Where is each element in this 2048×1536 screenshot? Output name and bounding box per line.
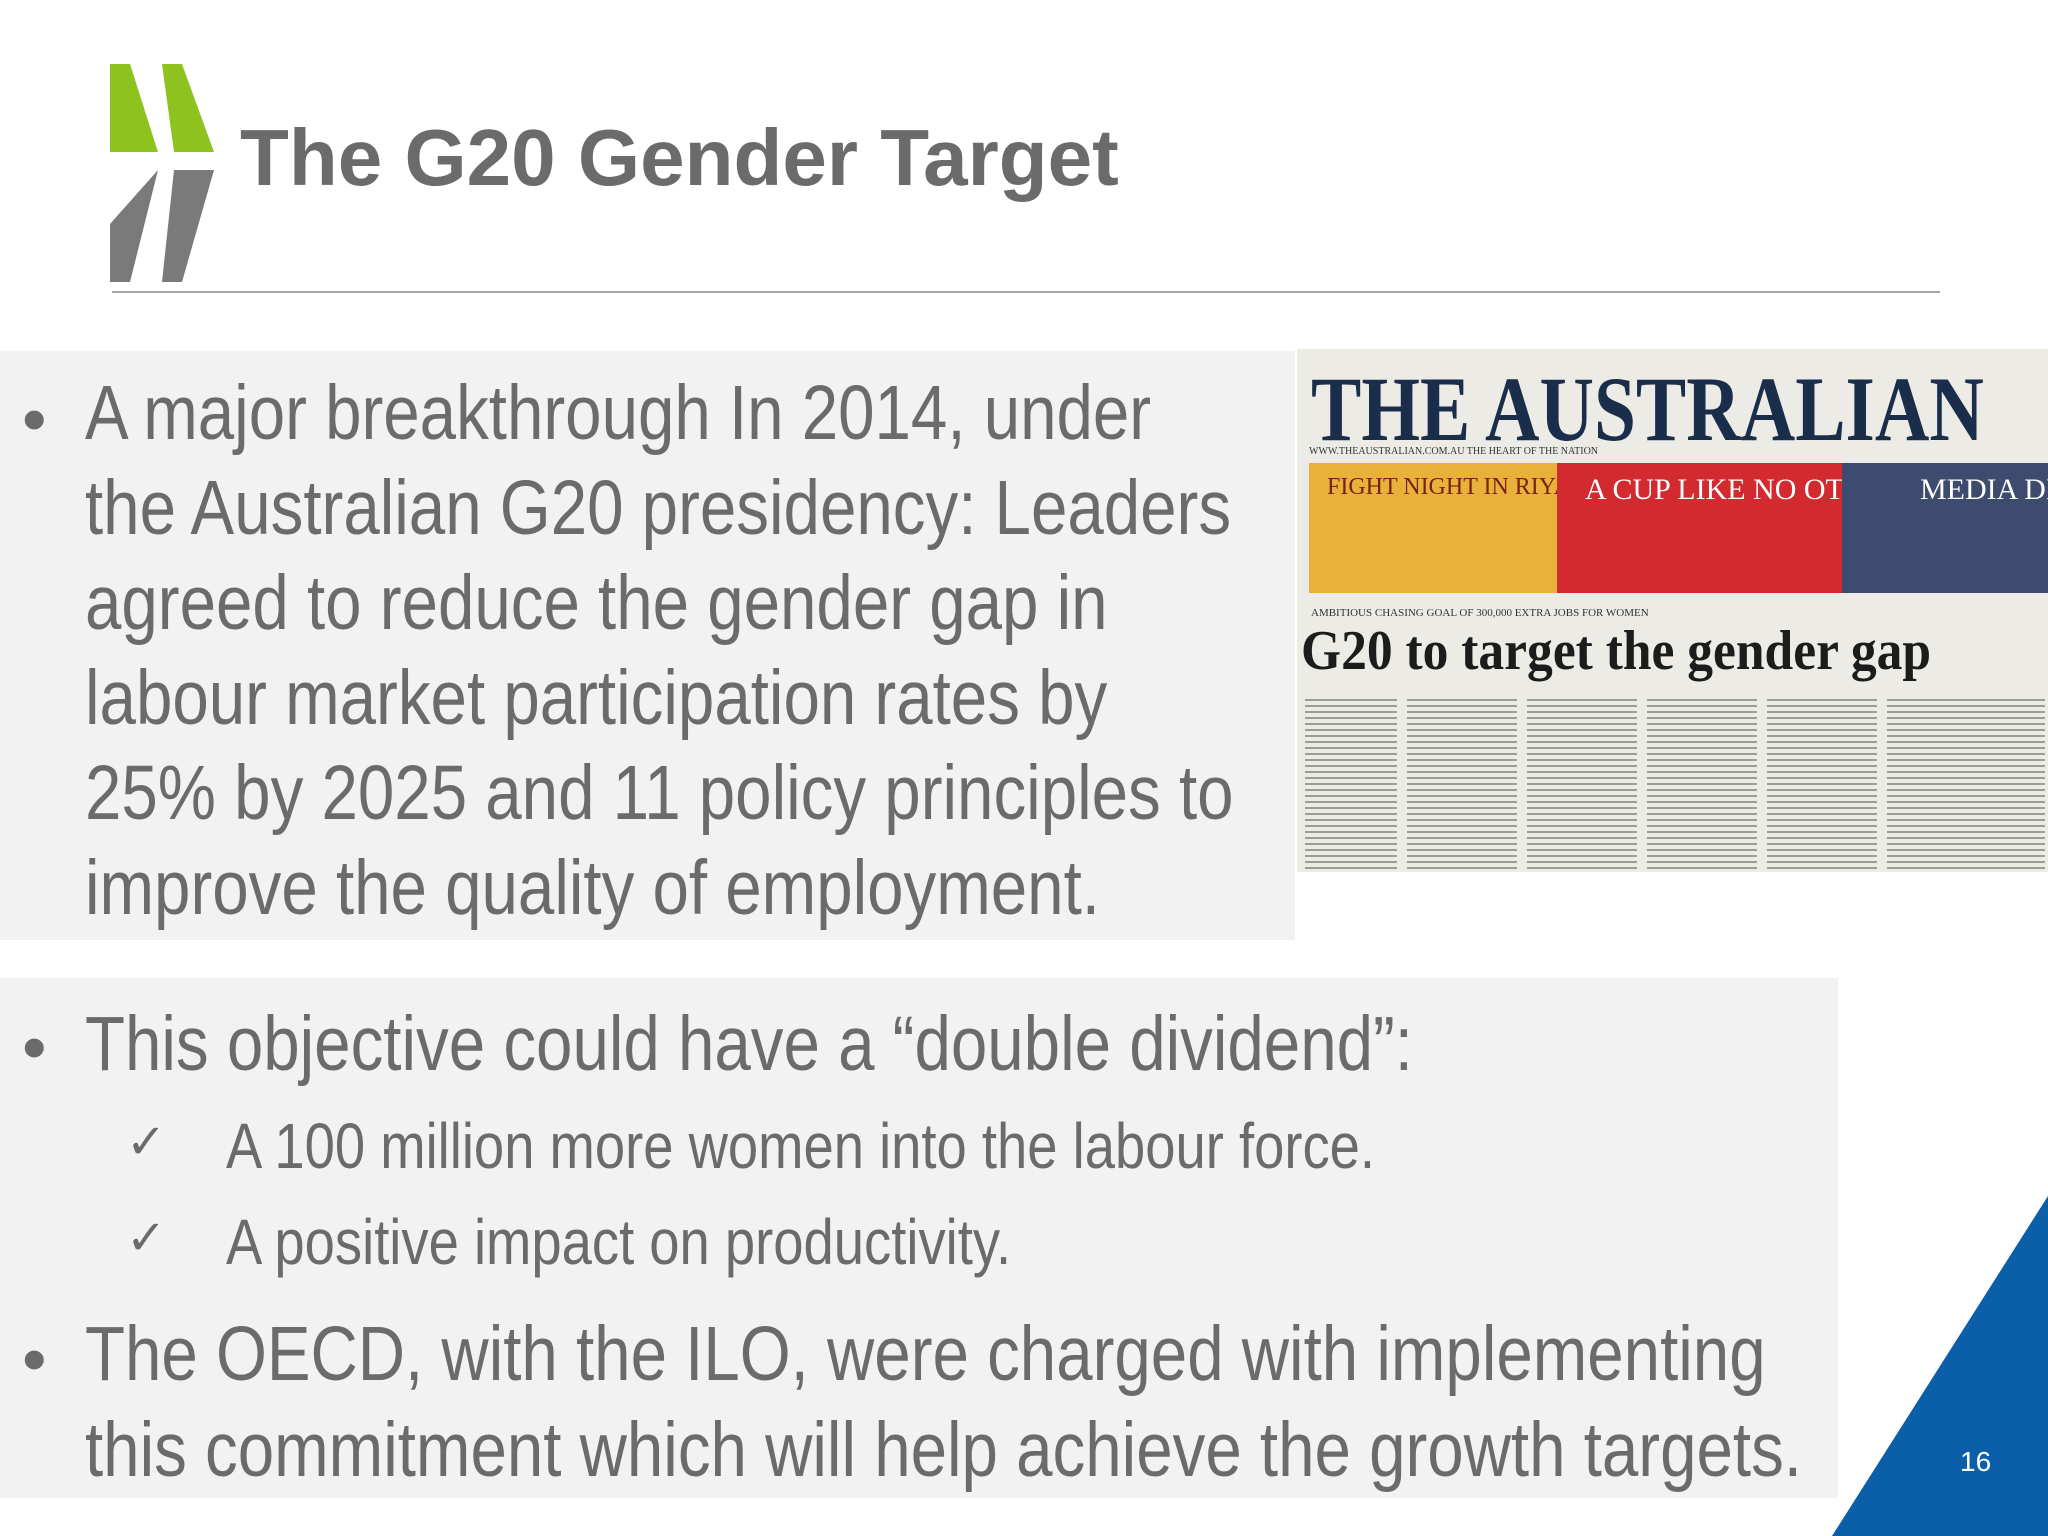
- newspaper-banner-1: FIGHT NIGHT IN RIYADH: [1309, 463, 1605, 593]
- check-icon: ✓: [126, 1114, 167, 1170]
- bullet-text-third: The OECD, with the ILO, were charged wit…: [85, 1311, 1802, 1493]
- bullet-marker: •: [22, 380, 47, 458]
- newspaper-banner-2: A CUP LIKE NO OTHER: [1557, 463, 1904, 593]
- oecd-chevron-logo-icon: [110, 64, 214, 282]
- bullet-marker: •: [22, 1320, 47, 1398]
- slide-title: The G20 Gender Target: [240, 113, 1119, 202]
- sub-item-text: A 100 million more women into the labour…: [226, 1110, 1376, 1182]
- sub-item-text: A positive impact on productivity.: [226, 1206, 1012, 1278]
- corner-triangle-decoration: [1832, 1196, 2048, 1536]
- column-gap: [1397, 699, 1407, 869]
- page-number: 16: [1960, 1446, 1992, 1477]
- newspaper-headline: G20 to target the gender gap: [1301, 620, 1932, 682]
- column-gap: [1757, 699, 1767, 869]
- newspaper-masthead: THE AUSTRALIAN: [1311, 358, 1984, 460]
- column-gap: [1637, 699, 1647, 869]
- newspaper-body-columns: [1305, 699, 2045, 869]
- check-icon: ✓: [126, 1210, 167, 1266]
- bullet-text-second: This objective could have a “double divi…: [85, 1001, 1413, 1087]
- title-divider: [112, 291, 1940, 293]
- newspaper-kicker: AMBITIOUS CHASING GOAL OF 300,000 EXTRA …: [1311, 607, 1649, 619]
- text-box-second: [0, 978, 1838, 1498]
- text-box-first: [0, 351, 1295, 940]
- newspaper-banner-3: MEDIA DIARY: [1842, 463, 2048, 593]
- banner-3-text: MEDIA DIARY: [1920, 473, 2048, 506]
- newspaper-tagline: WWW.THEAUSTRALIAN.COM.AU THE HEART OF TH…: [1309, 446, 1599, 457]
- column-gap: [1877, 699, 1887, 869]
- bullet-marker: •: [22, 1008, 47, 1086]
- column-gap: [1517, 699, 1527, 869]
- bullet-text-first: A major breakthrough In 2014, under the …: [85, 370, 1234, 931]
- newspaper-photo: THE AUSTRALIAN WWW.THEAUSTRALIAN.COM.AU …: [1297, 349, 2048, 872]
